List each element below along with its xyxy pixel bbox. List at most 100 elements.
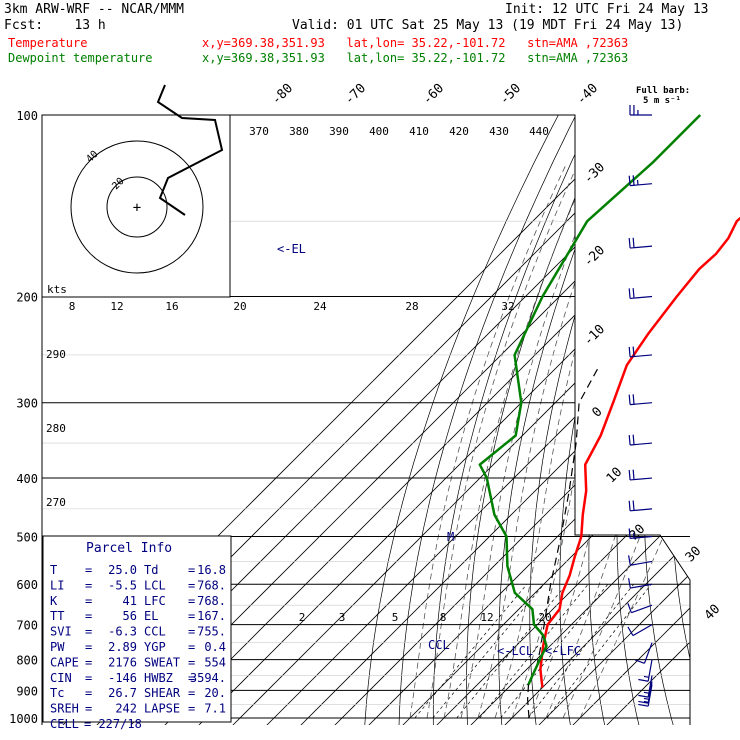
barb-legend-line2: 5 m s⁻¹ (643, 96, 681, 106)
wind-barb (638, 675, 653, 698)
theta-label: 420 (449, 125, 469, 138)
isotherm-label: 30 (683, 544, 705, 566)
wind-barb-feather (628, 288, 631, 299)
isotherm-label: 10 (604, 465, 626, 487)
wind-barb-staff (632, 624, 653, 637)
wind-barb-staff (647, 675, 653, 698)
theta-left-label: 270 (46, 496, 66, 509)
mixing-ratio-line (414, 583, 528, 719)
moist-adiabat (511, 162, 657, 719)
pressure-tick-label: 900 (16, 684, 38, 698)
wind-barb-staff (647, 659, 653, 682)
isotherm-label: -30 (581, 160, 608, 187)
parcel-info-frame (42, 535, 232, 723)
isotherm-line (532, 115, 690, 725)
parcel-info-eq: = (85, 625, 92, 639)
theta-label: 430 (489, 125, 509, 138)
wind-barb-feather (627, 603, 632, 613)
wind-barb-staff (630, 402, 653, 406)
wind-barb-feather (632, 434, 635, 445)
isotherm-label: -80 (269, 81, 296, 108)
moist-adiabat (443, 162, 592, 719)
dry-adiabat (644, 115, 690, 725)
isotherm-line (566, 115, 690, 725)
wind-barb-feather (643, 700, 649, 703)
parcel-info-value: 755. (197, 625, 226, 639)
parcel-info-key: TT (50, 609, 64, 623)
parcel-info-eq: = (85, 609, 92, 623)
wind-barb-feather (638, 678, 649, 682)
wind-barb-feather (627, 626, 634, 636)
wind-barb-feather (632, 175, 635, 186)
parcel-info-eq: = (85, 594, 92, 608)
wind-barb-feather (634, 659, 645, 664)
wind-barb-feather (632, 288, 635, 299)
wind-barb-staff (631, 604, 653, 614)
wind-barb-feather (643, 675, 649, 678)
parcel-info-eq: = (188, 578, 195, 592)
parcel-info-key: SHEAR (144, 686, 181, 700)
wind-barb-staff (630, 560, 653, 566)
moist-adiabat (494, 162, 638, 719)
mixing-ratio-label: 12 (110, 300, 123, 313)
hodograph-ring (70, 140, 204, 274)
temperature-location: x,y=369.38,351.93 lat,lon= 35.22,-101.72… (202, 36, 629, 50)
wind-barb (627, 603, 653, 614)
theta-label: 400 (369, 125, 389, 138)
mixing-ratio-label: 8 (69, 300, 76, 313)
wind-barb-feather (632, 394, 635, 405)
parcel-info-eq: = (188, 594, 195, 608)
annotation-label: <-EL (277, 242, 306, 256)
moist-adiabat (477, 162, 621, 719)
isotherm-label: -20 (581, 243, 608, 270)
parcel-info-value: 768. (197, 594, 226, 608)
parcel-info-value: 25.0 (108, 563, 137, 577)
parcel-info-key: EL (144, 609, 158, 623)
hodograph-ring (106, 176, 168, 238)
annotation-label: CCL (428, 638, 450, 652)
parcel-info-value: 2.89 (108, 640, 137, 654)
wind-barb-staff (647, 684, 653, 707)
parcel-info-key: CCL (144, 625, 166, 639)
theta-left-label: 290 (46, 348, 66, 361)
valid-time: Valid: 01 UTC Sat 25 May 13 (19 MDT Fri … (292, 18, 684, 33)
wind-barb-feather (632, 469, 635, 480)
hodograph-center-mark: + (133, 200, 141, 216)
barb-legend-line1: Full barb: (636, 86, 691, 96)
wind-barb (629, 105, 652, 116)
mixing-ratio-label: 5 (392, 611, 399, 624)
wind-barb (628, 555, 653, 566)
dry-adiabat (670, 115, 690, 725)
wind-barb-feather (632, 237, 635, 248)
wind-barb (628, 528, 653, 539)
parcel-info-eq: = (188, 563, 195, 577)
parcel-info-eq: = (85, 640, 92, 654)
moist-adiabat (409, 162, 568, 719)
wind-barb (638, 659, 653, 682)
wind-barb-feather (628, 555, 631, 566)
isotherm-line (600, 115, 690, 725)
dry-adiabat (588, 115, 690, 725)
wind-barb-column (627, 105, 653, 707)
wind-barb-feather (643, 697, 649, 700)
theta-left-label: 280 (46, 422, 66, 435)
parcel-info-key: SWEAT (144, 655, 180, 669)
isotherm-label: -60 (420, 81, 447, 108)
wind-barb-staff (643, 642, 653, 664)
parcel-info-eq: = (188, 671, 195, 685)
parcel-info-eq: = (85, 563, 92, 577)
parcel-info-key: T (50, 563, 57, 577)
isotherm-line (328, 115, 690, 725)
parcel-info-value: 167. (197, 609, 226, 623)
wind-barb (628, 500, 653, 512)
theta-label: 440 (529, 125, 549, 138)
pressure-tick-label: 400 (16, 472, 38, 486)
pressure-tick-label: 800 (16, 654, 38, 668)
wind-barb-staff (630, 245, 653, 249)
mixing-ratio-label: 20 (233, 300, 246, 313)
wind-barb-feather (628, 500, 631, 511)
mixing-ratio-label: 28 (405, 300, 418, 313)
isotherm-line (260, 115, 690, 725)
isotherm-label: -50 (497, 81, 524, 108)
wind-barb-feather (638, 700, 649, 704)
